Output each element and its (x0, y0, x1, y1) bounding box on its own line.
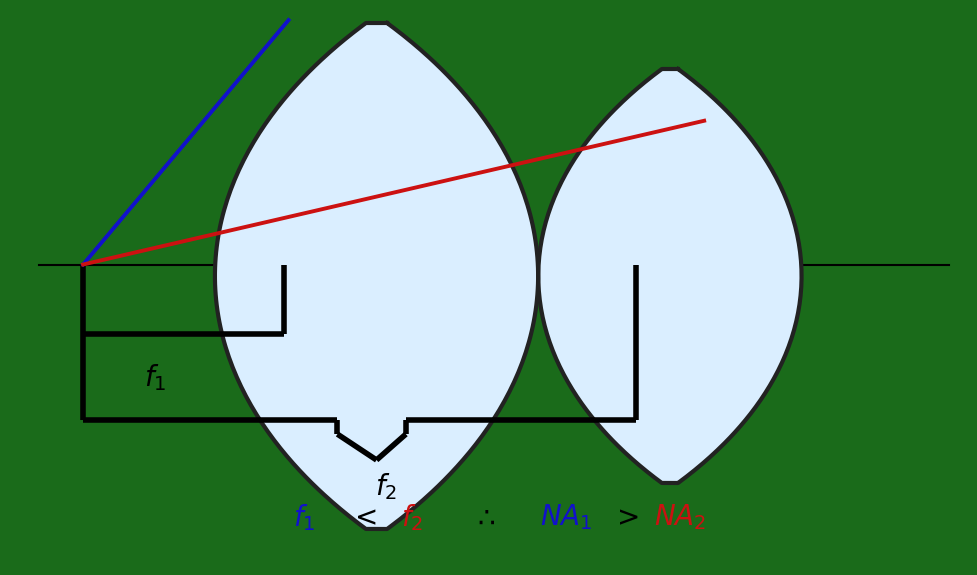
Text: $\mathit{f}_1$: $\mathit{f}_1$ (144, 362, 166, 393)
Text: $>$: $>$ (610, 504, 638, 531)
Polygon shape (215, 23, 537, 529)
Text: $NA_1$: $NA_1$ (539, 503, 592, 532)
Text: $NA_2$: $NA_2$ (654, 503, 705, 532)
Text: $f_1$: $f_1$ (293, 502, 316, 533)
Text: $\mathit{f}_2$: $\mathit{f}_2$ (375, 472, 397, 503)
Text: $\therefore$: $\therefore$ (472, 504, 495, 531)
Polygon shape (537, 69, 801, 483)
Text: $f_2$: $f_2$ (401, 502, 423, 533)
Text: $<$: $<$ (349, 504, 376, 531)
